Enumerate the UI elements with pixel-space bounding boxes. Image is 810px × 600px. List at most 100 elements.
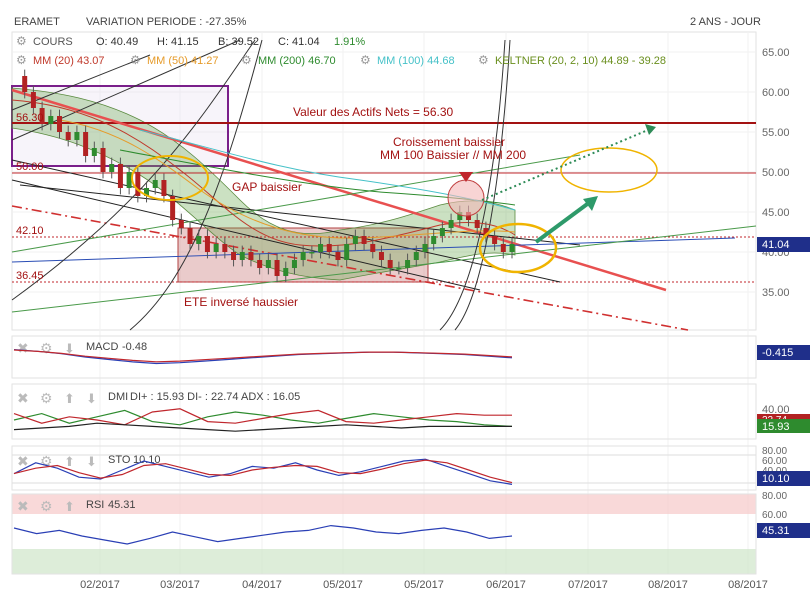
sto-label: STO: [108, 454, 131, 466]
cross-circle: [447, 179, 485, 217]
adx-line: [13, 422, 512, 432]
candle-body: [239, 252, 245, 260]
gear-icon[interactable]: ⚙: [478, 53, 489, 67]
candle-body: [422, 244, 428, 252]
x-tick-label: 04/2017: [242, 579, 282, 591]
macd-tag-value: -0.415: [762, 347, 793, 359]
candle-body: [39, 108, 45, 124]
gear-icon[interactable]: ⚙: [40, 340, 53, 356]
legend-mm100: MM (100) 44.68: [377, 55, 455, 67]
candle-body: [291, 260, 297, 268]
candle-body: [492, 236, 498, 244]
y-tick-label: 50.00: [762, 167, 790, 179]
macd-label: MACD: [86, 341, 118, 353]
legend-open: O: 40.49: [96, 36, 138, 48]
candle-body: [370, 244, 376, 252]
dotted-projection: [481, 129, 649, 201]
dmi-plus-line: [13, 409, 513, 427]
fan-curve-1: [11, 39, 256, 301]
macd-tag: [757, 345, 810, 360]
gear-icon[interactable]: ⚙: [16, 53, 27, 67]
close-icon[interactable]: ✖: [17, 390, 29, 406]
gear-icon[interactable]: ⚙: [16, 34, 27, 48]
main-downtrend-line: [11, 88, 667, 292]
legend-mm200: MM (200) 46.70: [258, 55, 336, 67]
macd-signal-line: [13, 349, 513, 363]
arrow-up-icon[interactable]: ⬆: [64, 499, 75, 514]
y-tick-label: 65.00: [762, 47, 790, 59]
candle-body: [361, 236, 367, 244]
candle-body: [431, 236, 437, 244]
period-label[interactable]: 2 ANS - JOUR: [690, 16, 761, 28]
candle-body: [48, 116, 54, 124]
y-tick-label: 45.00: [762, 207, 790, 219]
gear-icon[interactable]: ⚙: [360, 53, 371, 67]
arrow-down-icon[interactable]: ⬇: [86, 454, 97, 469]
candle-body: [378, 252, 384, 260]
sto-tick-label: 80.00: [762, 446, 787, 457]
level-label-3645: 36.45: [16, 270, 44, 282]
candle-body: [161, 180, 167, 196]
candle-body: [22, 76, 28, 92]
target-ellipse: [560, 147, 658, 193]
close-icon[interactable]: ✖: [17, 498, 29, 514]
candle-body: [396, 268, 402, 270]
candle-body: [213, 244, 219, 252]
gap-label: GAP baissier: [232, 180, 302, 194]
arrow-up-icon[interactable]: ⬆: [64, 391, 75, 406]
candle-body: [265, 260, 271, 268]
x-tick-label: 08/2017: [728, 579, 768, 591]
rsi-lines: [13, 524, 513, 545]
candle-body: [457, 212, 463, 220]
rsi-controls: ✖ ⚙ ⬆ RSI 45.31: [17, 498, 136, 514]
legend-mm20: MM (20) 43.07: [33, 55, 105, 67]
dmi-label: DMI: [108, 391, 128, 403]
keltner-band: [11, 87, 516, 281]
candle-body: [448, 220, 454, 228]
main-panel: [11, 31, 757, 331]
rsi-value: 45.31: [108, 499, 136, 511]
candle-body: [187, 228, 193, 244]
arrow-up-icon[interactable]: ⬆: [64, 454, 75, 469]
candle-body: [300, 252, 306, 260]
sto-tick-label: 60.00: [762, 456, 787, 467]
dmi-tag-plus-value: 15.93: [762, 421, 790, 433]
legend-change: 1.91%: [334, 36, 365, 48]
candle-body: [117, 164, 123, 188]
gear-icon[interactable]: ⚙: [40, 390, 53, 406]
gear-icon[interactable]: ⚙: [40, 498, 53, 514]
gap-ellipse: [131, 155, 209, 201]
x-tick-label: 08/2017: [648, 579, 688, 591]
legend-cours: COURS: [33, 36, 73, 48]
x-axis: 02/2017 03/2017 04/2017 05/2017 05/2017 06/20…: [80, 579, 768, 591]
close-icon[interactable]: ✖: [17, 340, 29, 356]
candle-body: [352, 236, 358, 244]
gear-icon[interactable]: ⚙: [130, 53, 141, 67]
rsi-panel: [11, 493, 757, 575]
candle-body: [500, 244, 506, 252]
sto-panel: [11, 445, 757, 491]
x-tick-label: 05/2017: [404, 579, 444, 591]
van-label: Valeur des Actifs Nets = 56.30: [293, 105, 454, 119]
rsi-overbought-zone: [12, 494, 756, 514]
ticker: ERAMET: [14, 16, 60, 28]
macd-lines: [13, 349, 513, 365]
fan-curve-3: [439, 39, 506, 331]
candle-body: [283, 268, 289, 276]
candle-body: [405, 260, 411, 268]
candle-body: [474, 220, 480, 228]
x-tick-label: 05/2017: [323, 579, 363, 591]
candle-body: [222, 244, 228, 252]
green-trend-2: [11, 154, 581, 253]
variation-periode: VARIATION PERIODE : -27.35%: [86, 16, 247, 28]
arrow-down-icon[interactable]: ⬇: [86, 391, 97, 406]
candle-body: [100, 148, 106, 172]
close-icon[interactable]: ✖: [17, 453, 29, 469]
rsi-oversold-zone: [12, 549, 756, 574]
candle-body: [257, 260, 263, 268]
x-tick-label: 03/2017: [160, 579, 200, 591]
fan-curve-2: [129, 39, 263, 331]
arrow-down-icon[interactable]: ⬇: [64, 341, 75, 356]
gear-icon[interactable]: ⚙: [241, 53, 252, 67]
candle-body: [344, 244, 350, 260]
